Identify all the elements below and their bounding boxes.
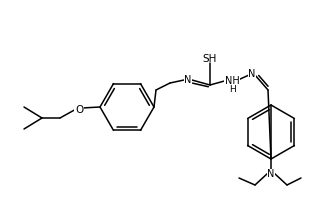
Text: SH: SH bbox=[203, 54, 217, 64]
Text: N: N bbox=[184, 75, 192, 85]
Text: N: N bbox=[248, 69, 256, 79]
Text: N: N bbox=[267, 169, 275, 179]
Text: NH: NH bbox=[224, 76, 239, 86]
Text: O: O bbox=[75, 105, 83, 115]
Text: H: H bbox=[230, 85, 236, 94]
